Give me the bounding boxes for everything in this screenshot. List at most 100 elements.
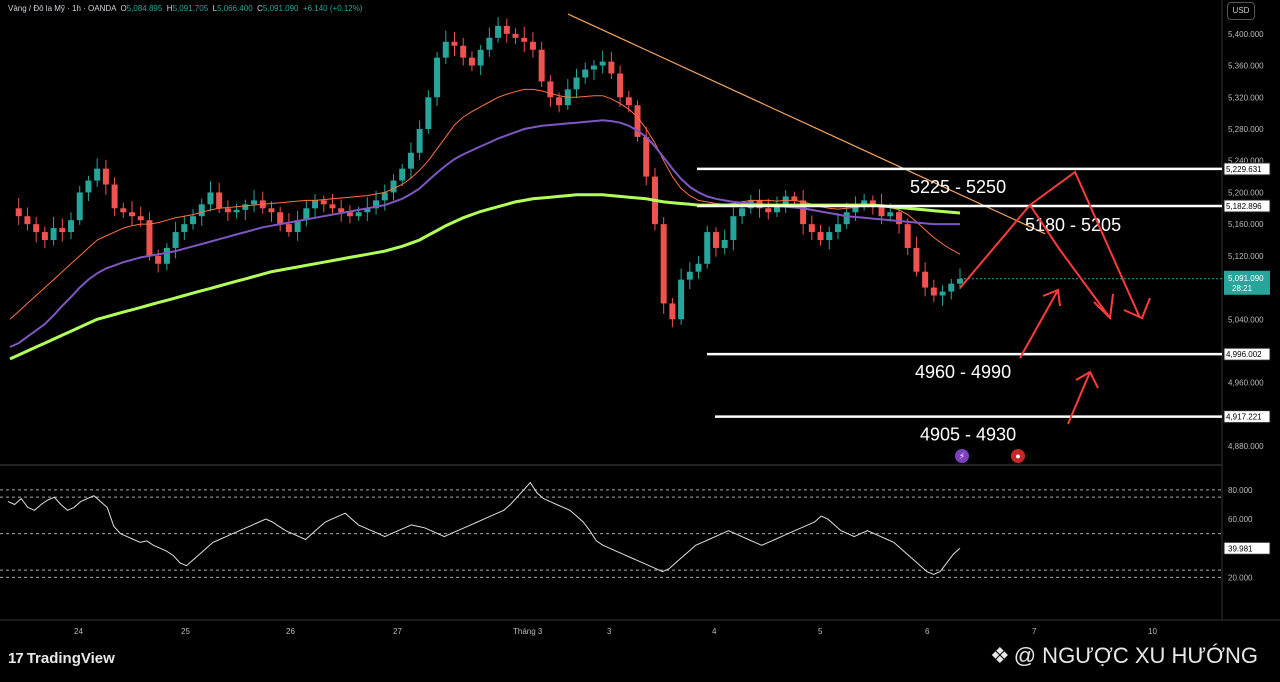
candle-body bbox=[617, 73, 624, 98]
candle-body bbox=[643, 136, 650, 177]
candle-body bbox=[547, 81, 554, 98]
candle-body bbox=[712, 232, 719, 248]
candle-body bbox=[312, 200, 319, 209]
candle-body bbox=[399, 168, 406, 181]
candle-body bbox=[922, 271, 929, 288]
candle-body bbox=[590, 65, 597, 70]
candle-body bbox=[686, 271, 693, 280]
candle-body bbox=[15, 208, 22, 217]
candle-body bbox=[155, 255, 162, 264]
candle-body bbox=[904, 224, 911, 248]
candle-body bbox=[137, 216, 144, 221]
candle-body bbox=[521, 37, 528, 42]
candle-body bbox=[765, 208, 772, 213]
candle-body bbox=[59, 228, 66, 233]
time-tick-label: 4 bbox=[712, 627, 717, 636]
osc-tick-label: 60.000 bbox=[1228, 515, 1253, 524]
candle-body bbox=[181, 224, 188, 233]
arrowhead-up-a bbox=[1042, 288, 1061, 307]
candle-body bbox=[477, 49, 484, 66]
candle-body bbox=[817, 232, 824, 240]
projection-path-a bbox=[959, 203, 1111, 319]
candle-body bbox=[364, 208, 371, 213]
candle-body bbox=[913, 247, 920, 272]
candle-body bbox=[102, 168, 109, 185]
candle-body bbox=[608, 61, 615, 74]
candle-body bbox=[172, 232, 179, 248]
currency-button[interactable]: USD bbox=[1227, 2, 1255, 20]
candle-body bbox=[346, 212, 353, 217]
candle-body bbox=[33, 224, 40, 233]
level-range-label: 5225 - 5250 bbox=[910, 177, 1006, 197]
level-price-text: 4,917.221 bbox=[1226, 413, 1262, 422]
candle-body bbox=[216, 192, 223, 209]
candle-body bbox=[486, 37, 493, 50]
candle-body bbox=[843, 212, 850, 225]
change-value: +6.140 (+0.12%) bbox=[302, 4, 363, 13]
current-price-tag bbox=[1224, 270, 1270, 295]
price-chart[interactable]: 5,400.000 5,360.000 5,320.000 5,280.000 5,24… bbox=[0, 0, 1280, 640]
candle-body bbox=[242, 204, 249, 210]
tv-mark-icon: 17 bbox=[8, 650, 24, 667]
candle-body bbox=[111, 184, 118, 209]
candle-body bbox=[721, 240, 728, 248]
trendline bbox=[567, 13, 1046, 235]
candle-body bbox=[338, 208, 345, 213]
price-tick-label: 5,360.000 bbox=[1228, 62, 1264, 71]
price-tick-label: 5,040.000 bbox=[1228, 315, 1264, 324]
time-tick-label: 6 bbox=[925, 627, 930, 636]
low-label: L bbox=[212, 4, 218, 13]
arrowhead-b bbox=[1123, 297, 1151, 320]
candle-body bbox=[294, 220, 301, 233]
candle-body bbox=[573, 77, 580, 90]
tradingview-text: TradingView bbox=[26, 650, 115, 667]
open-label: O bbox=[120, 4, 127, 13]
candle-body bbox=[68, 220, 75, 233]
candle-body bbox=[251, 200, 258, 205]
candle-body bbox=[41, 232, 48, 240]
symbol-label: Vàng / Đô la Mỹ · 1h · OANDA bbox=[8, 4, 117, 13]
high-label: H bbox=[166, 4, 173, 13]
candle-body bbox=[730, 216, 737, 240]
countdown-text: 28:21 bbox=[1232, 284, 1253, 293]
level-range-label: 4905 - 4930 bbox=[920, 425, 1016, 445]
oscillator-line bbox=[7, 481, 961, 576]
level-price-tag bbox=[1223, 199, 1271, 213]
candle-body bbox=[512, 33, 519, 38]
candle-body bbox=[895, 212, 902, 225]
candle-body bbox=[442, 41, 449, 58]
candle-body bbox=[599, 61, 606, 66]
candle-body bbox=[303, 208, 310, 221]
candle-body bbox=[495, 25, 502, 38]
watermark: ❖ @ NGƯỢC XU HƯỚNG bbox=[990, 643, 1258, 669]
candle-body bbox=[381, 192, 388, 201]
candle-body bbox=[773, 204, 780, 213]
candle-body bbox=[373, 200, 380, 209]
price-tick-label: 5,120.000 bbox=[1228, 252, 1264, 261]
candle-body bbox=[704, 232, 711, 264]
candle-body bbox=[460, 45, 467, 58]
candle-body bbox=[582, 69, 589, 78]
candle-body bbox=[538, 49, 545, 82]
candle-body bbox=[207, 192, 214, 205]
projection-path-b bbox=[1029, 170, 1141, 319]
price-tick-label: 5,200.000 bbox=[1228, 188, 1264, 197]
candle-body bbox=[198, 204, 205, 217]
candle-body bbox=[285, 224, 292, 233]
candle-body bbox=[434, 57, 441, 98]
level-price-tag bbox=[1223, 347, 1271, 361]
price-tick-label: 5,280.000 bbox=[1228, 125, 1264, 134]
candle-body bbox=[390, 180, 397, 193]
us-flag-event-icon[interactable]: ● bbox=[1011, 449, 1025, 463]
candle-body bbox=[425, 97, 432, 129]
osc-tick-label: 80.000 bbox=[1228, 486, 1253, 495]
lightning-event-icon[interactable]: ⚡ bbox=[955, 449, 969, 463]
candle-body bbox=[887, 212, 894, 217]
candle-body bbox=[355, 212, 362, 217]
candle-body bbox=[939, 291, 946, 296]
osc-value-text: 39.981 bbox=[1228, 544, 1253, 553]
time-tick-label: Tháng 3 bbox=[513, 627, 543, 636]
candle-body bbox=[634, 105, 641, 137]
time-tick-label: 3 bbox=[607, 627, 612, 636]
candle-body bbox=[861, 200, 868, 205]
